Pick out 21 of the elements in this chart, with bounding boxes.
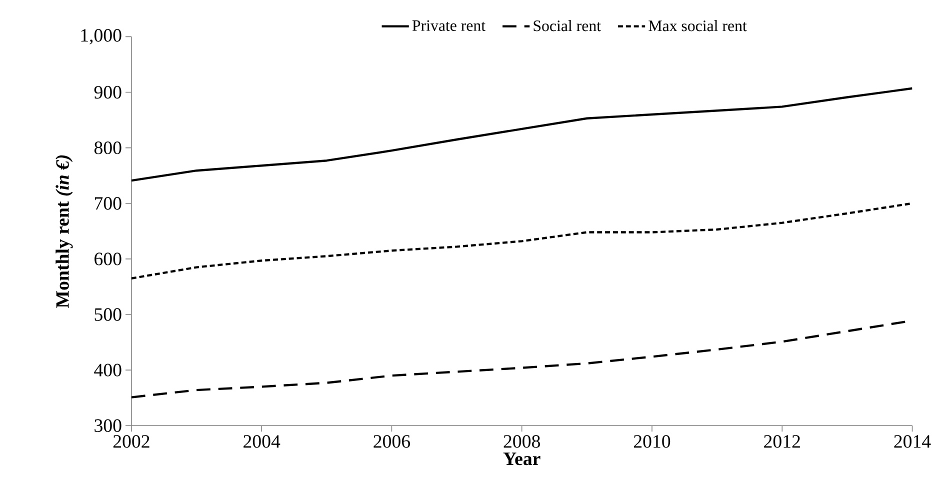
x-tick-label: 2012	[764, 435, 800, 448]
y-tick-label: 1,000	[81, 28, 122, 44]
y-tick-label: 600	[94, 252, 122, 266]
y-tick-label: 400	[94, 364, 122, 376]
x-tick-label: 2006	[374, 435, 410, 448]
y-tick-label: 700	[94, 196, 122, 210]
x-tick-label: 2010	[634, 435, 670, 448]
x-tick-label: 2008	[504, 435, 540, 448]
x-tick-label: 2004	[244, 435, 280, 448]
y-axis-title: Monthly rent (in €)	[56, 155, 73, 308]
legend-label: Social rent	[534, 20, 601, 32]
y-tick-label: 300	[94, 419, 122, 432]
legend-label: Private rent	[412, 20, 486, 31]
line-series	[131, 202, 912, 280]
x-tick-label: 2014	[894, 435, 931, 448]
y-tick-label: 900	[94, 86, 122, 99]
legend-label: Max social rent	[648, 20, 747, 32]
x-axis-title: Year	[503, 452, 540, 466]
y-tick-label: 500	[94, 308, 122, 321]
x-tick-label: 2002	[113, 435, 150, 448]
y-tick-label: 800	[94, 141, 122, 154]
